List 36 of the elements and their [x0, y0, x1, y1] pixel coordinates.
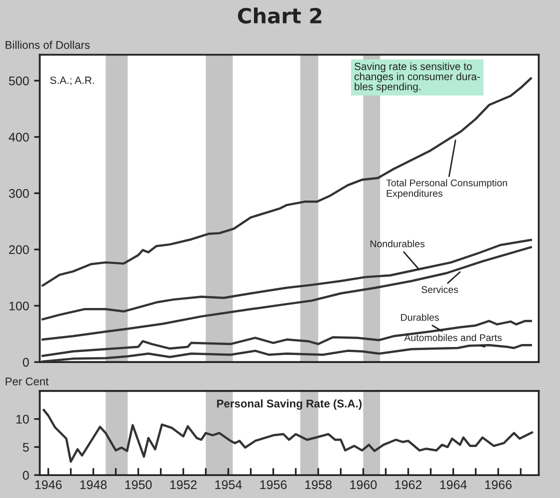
y-axis-title: Billions of Dollars — [6, 40, 90, 49]
x-tick-label: 1948 — [80, 480, 107, 490]
line-series — [42, 320, 532, 357]
y-tick-label: 200 — [9, 245, 29, 254]
x-tick-label: 1950 — [125, 480, 152, 490]
line-series — [42, 344, 532, 362]
y-tick-label: 0 — [22, 358, 29, 367]
y-tick-label: 100 — [9, 302, 29, 310]
x-tick-label: 1946 — [35, 480, 62, 490]
y-tick-label: 400 — [8, 132, 29, 142]
annotation: Durables — [401, 314, 439, 321]
x-tick-label: 1960 — [350, 480, 377, 490]
x-tick-label: 1956 — [260, 480, 287, 490]
line-series — [42, 408, 534, 463]
y-tick-label: 500 — [8, 76, 29, 86]
annotation: Services — [422, 286, 458, 294]
y-tick-label: 0 — [22, 470, 29, 480]
annotation: Total Personal Consumption Expenditures — [386, 179, 507, 199]
chart-title: Chart 2 — [238, 7, 322, 24]
y-axis-title: Per Cent — [6, 378, 49, 386]
y-tick-label: 300 — [8, 189, 29, 198]
annotation: Saving rate is sensitive to changes in consumer dura- bles spending. — [354, 62, 480, 92]
y-tick-label: 5 — [22, 442, 29, 452]
annotation: Automobiles and Parts — [404, 334, 502, 342]
text: Personal Saving Rate (S.A.) — [217, 399, 362, 410]
x-tick-label: 1964 — [440, 480, 467, 490]
annotation: S.A.; A.R. — [50, 76, 94, 86]
x-tick-label: 1962 — [395, 480, 422, 490]
x-tick-label: 1958 — [305, 480, 332, 490]
x-tick-label: 1954 — [215, 480, 242, 490]
annotation: Nondurables — [370, 240, 425, 248]
line-series — [42, 238, 532, 320]
x-tick-label: 1966 — [485, 480, 512, 490]
y-tick-label: 10 — [16, 414, 29, 424]
x-tick-label: 1952 — [170, 480, 197, 490]
line-series — [42, 246, 532, 341]
